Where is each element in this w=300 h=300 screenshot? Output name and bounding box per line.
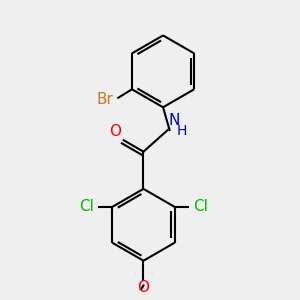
Text: O: O <box>137 280 149 295</box>
Text: Br: Br <box>97 92 114 106</box>
Text: Cl: Cl <box>79 199 94 214</box>
Text: H: H <box>177 124 187 138</box>
Text: Cl: Cl <box>193 199 208 214</box>
Text: N: N <box>169 112 180 128</box>
Text: O: O <box>109 124 121 139</box>
